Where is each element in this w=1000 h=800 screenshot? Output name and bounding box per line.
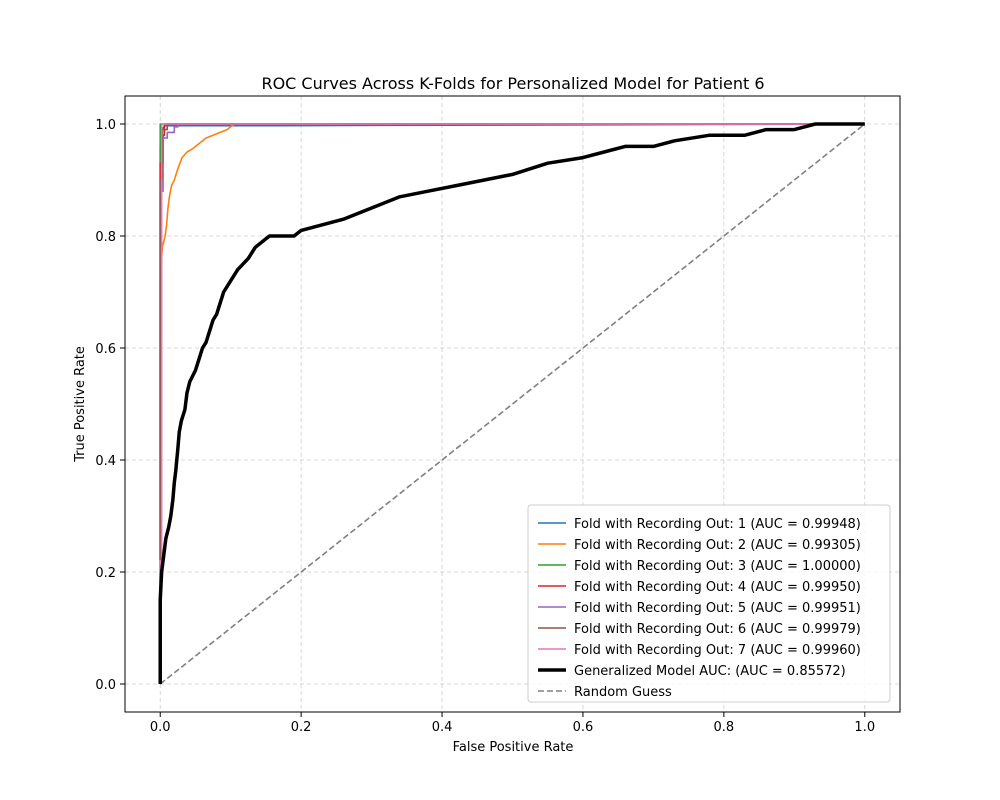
x-tick-label: 0.6 bbox=[573, 720, 594, 735]
series-line-8 bbox=[158, 122, 865, 684]
y-tick-label: 0.0 bbox=[95, 678, 116, 693]
x-tick-label: 1.0 bbox=[854, 720, 875, 735]
x-tick-label: 0.8 bbox=[714, 720, 735, 735]
x-tick-label: 0.2 bbox=[291, 720, 312, 735]
plot-series bbox=[158, 122, 866, 685]
y-tick-label: 0.8 bbox=[95, 230, 116, 245]
series-line-2 bbox=[159, 123, 865, 684]
legend-label: Fold with Recording Out: 7 (AUC = 0.9996… bbox=[574, 643, 861, 658]
y-tick-label: 0.4 bbox=[95, 454, 116, 469]
x-tick-label: 0.0 bbox=[150, 720, 171, 735]
legend-label: Random Guess bbox=[574, 685, 672, 700]
axis-ticks: 0.0 0.2 0.4 0.6 0.8 1.0 0.0 0.2 0.4 0.6 0.8 1.0 bbox=[95, 118, 875, 735]
legend-label: Fold with Recording Out: 1 (AUC = 0.9994… bbox=[574, 517, 861, 532]
legend-box bbox=[527, 504, 891, 703]
legend-label: Fold with Recording Out: 6 (AUC = 0.9997… bbox=[574, 622, 861, 637]
legend: Fold with Recording Out: 1 (AUC = 0.9994… bbox=[527, 504, 891, 703]
y-tick-label: 0.6 bbox=[95, 342, 116, 357]
legend-label: Generalized Model AUC: (AUC = 0.85572) bbox=[574, 664, 846, 679]
plot-area-frame bbox=[124, 95, 901, 713]
legend-label: Fold with Recording Out: 3 (AUC = 1.0000… bbox=[574, 559, 861, 574]
x-axis-label: False Positive Rate bbox=[453, 740, 574, 755]
series-line-9 bbox=[159, 123, 866, 685]
chart-title: ROC Curves Across K-Folds for Personaliz… bbox=[261, 74, 764, 93]
legend-label: Fold with Recording Out: 2 (AUC = 0.9930… bbox=[574, 538, 861, 553]
y-tick-label: 1.0 bbox=[95, 118, 116, 133]
legend-label: Fold with Recording Out: 5 (AUC = 0.9995… bbox=[574, 601, 861, 616]
y-axis-label: True Positive Rate bbox=[73, 346, 88, 463]
legend-label: Fold with Recording Out: 4 (AUC = 0.9995… bbox=[574, 580, 861, 595]
x-tick-label: 0.4 bbox=[432, 720, 453, 735]
y-tick-label: 0.2 bbox=[95, 566, 116, 581]
